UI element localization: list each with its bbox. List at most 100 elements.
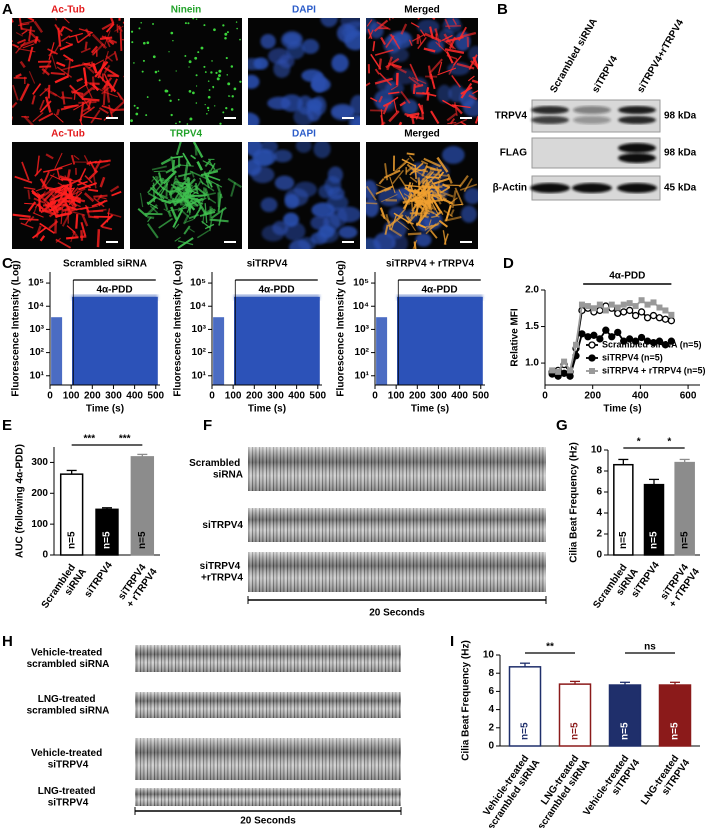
fibre xyxy=(370,97,378,102)
x-tick-label: 600 xyxy=(680,391,697,402)
fibre xyxy=(406,152,415,156)
x-tick-label: 0 xyxy=(542,391,548,402)
fibre xyxy=(50,193,57,199)
fibre xyxy=(121,39,124,41)
nucleus xyxy=(340,18,360,29)
fibre xyxy=(73,100,90,111)
significance-label: *** xyxy=(83,434,95,445)
fibre xyxy=(54,191,63,198)
fibre xyxy=(32,112,44,123)
fibre xyxy=(392,65,407,74)
dot xyxy=(231,95,234,98)
fibre xyxy=(212,167,222,172)
y-tick-label: 10⁴ xyxy=(353,301,369,312)
dot xyxy=(135,112,139,116)
fibre xyxy=(204,223,215,230)
fibre xyxy=(27,46,34,62)
fibre xyxy=(376,184,390,191)
fibre xyxy=(435,210,443,217)
fibre xyxy=(428,219,432,226)
x-tick-label: 0 xyxy=(209,391,215,402)
fibre xyxy=(452,104,463,115)
fibre xyxy=(440,186,451,194)
y-tick-label: 10¹ xyxy=(30,370,45,381)
dot xyxy=(195,102,198,104)
marker xyxy=(549,367,556,374)
marker xyxy=(637,308,646,316)
fibre xyxy=(81,213,89,227)
fibre xyxy=(64,178,82,188)
fibre xyxy=(161,186,173,195)
fibre xyxy=(149,187,165,200)
bar-note: n=5 xyxy=(137,531,148,549)
fibre xyxy=(451,190,457,209)
y-axis-label: AUC (following 4α-PDD) xyxy=(15,444,26,558)
marker xyxy=(643,314,652,322)
dot xyxy=(200,46,204,50)
nucleus xyxy=(387,31,410,45)
fibre xyxy=(411,76,427,85)
fibre xyxy=(170,206,178,220)
fibre xyxy=(399,101,406,107)
marker xyxy=(631,311,640,320)
scale-label: 20 Seconds xyxy=(369,608,425,619)
band xyxy=(572,183,612,193)
legend-marker xyxy=(588,354,596,362)
fibre xyxy=(423,47,436,53)
fibre xyxy=(427,65,433,80)
nucleus xyxy=(415,233,432,247)
fibre xyxy=(384,224,389,235)
marker xyxy=(578,301,585,308)
fibre xyxy=(159,183,169,196)
fibre xyxy=(417,36,427,50)
x-tick-label: 400 xyxy=(451,391,468,402)
x-axis-label: Time (s) xyxy=(411,404,449,415)
fibre xyxy=(20,222,34,229)
y-tick-label: 10² xyxy=(355,347,370,358)
fibre xyxy=(423,157,442,168)
fibre xyxy=(98,199,106,207)
fibre xyxy=(38,112,54,122)
fibre xyxy=(467,75,475,82)
fibre xyxy=(144,204,158,218)
bar xyxy=(558,683,592,747)
panel-letter: C xyxy=(2,255,13,272)
legend-marker xyxy=(588,341,596,349)
fibre xyxy=(187,191,197,199)
fibre xyxy=(41,67,51,76)
dot xyxy=(233,87,237,91)
y-axis-label: Fluorescence Intensity (Log) xyxy=(173,260,184,396)
fibre xyxy=(117,25,123,33)
fibre xyxy=(66,196,82,204)
x-tick-label: 500 xyxy=(472,391,489,402)
event-cloud-edge xyxy=(72,294,158,301)
fibre xyxy=(56,168,61,180)
fibre xyxy=(28,30,41,43)
fibre xyxy=(21,161,30,181)
dot xyxy=(192,18,195,20)
fibre xyxy=(400,23,408,35)
fibre xyxy=(199,211,216,217)
fibre xyxy=(92,174,97,189)
event-cloud xyxy=(72,296,158,385)
fibre xyxy=(406,163,416,172)
chart-title: siTRPV4 xyxy=(247,259,288,270)
fibre xyxy=(158,217,174,229)
micrograph xyxy=(130,142,242,249)
band xyxy=(617,183,657,193)
fibre xyxy=(388,91,400,95)
fibre xyxy=(202,211,205,224)
y-tick-label: 10³ xyxy=(355,324,370,335)
marker xyxy=(656,304,663,311)
fibre xyxy=(438,219,448,228)
kymograph-shade xyxy=(248,447,546,491)
fibre xyxy=(106,212,122,218)
fibre xyxy=(111,190,122,197)
dot xyxy=(177,98,180,101)
fibre xyxy=(31,95,36,105)
marker xyxy=(626,306,634,315)
marker xyxy=(644,301,651,308)
fibre xyxy=(31,191,42,200)
fibre xyxy=(31,226,47,239)
fibre xyxy=(378,177,385,185)
